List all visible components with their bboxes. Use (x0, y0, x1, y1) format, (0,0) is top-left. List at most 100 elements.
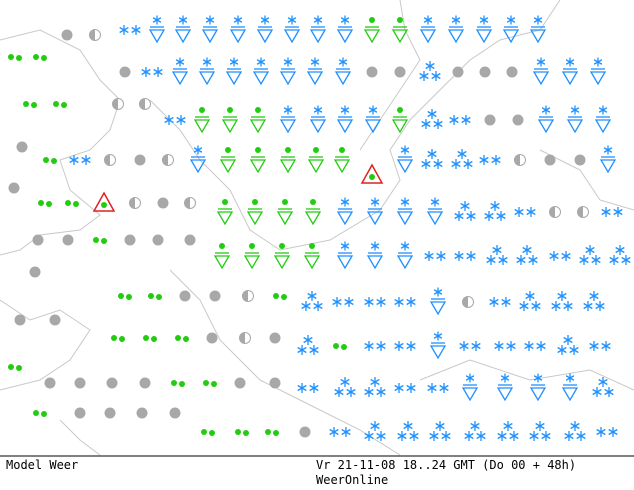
flake-arm (152, 17, 162, 23)
flake-arm (370, 422, 380, 430)
weather-symbol (179, 290, 191, 302)
weather-symbol (394, 341, 416, 351)
flake-arm (229, 59, 239, 65)
flake-arm (175, 59, 185, 65)
shower-triangle (283, 29, 301, 44)
flake-arm (466, 252, 476, 260)
weather-symbol (279, 147, 297, 174)
flake-arm (460, 202, 470, 210)
shower-triangle (279, 119, 297, 134)
flake-arm (297, 384, 307, 392)
flake-arm (561, 252, 571, 260)
weather-symbol (62, 234, 74, 246)
rain-drop (211, 381, 217, 387)
weather-symbol (256, 15, 274, 44)
coastlines (0, 0, 634, 456)
shower-triangle (201, 29, 219, 44)
weather-symbol (148, 293, 162, 300)
flake-arm (489, 298, 499, 306)
flake-arm (563, 336, 573, 344)
weather-symbol (174, 15, 192, 44)
cloud (544, 154, 556, 166)
cloud (61, 29, 73, 41)
flake-arm (524, 342, 534, 350)
shower-triangle (594, 119, 612, 134)
weather-symbol (213, 243, 231, 270)
weather-symbol (106, 377, 118, 389)
flake-arm (457, 150, 467, 158)
weather-symbol (297, 335, 319, 355)
flake-arm (557, 292, 567, 300)
flake-arm (364, 298, 374, 306)
weather-symbol (16, 141, 28, 153)
shower-triangle (174, 29, 192, 44)
partly-cloudy-half (112, 98, 118, 110)
weather-symbol (225, 57, 243, 86)
flake-arm (533, 375, 543, 381)
weather-symbol (175, 335, 189, 342)
shower-triangle (219, 159, 237, 174)
flake-arm (283, 59, 293, 65)
cloud (106, 377, 118, 389)
flake-arm (536, 342, 546, 350)
partly-cloudy-half (242, 290, 248, 302)
weather-symbol (583, 291, 605, 311)
weather-symbol (33, 410, 47, 417)
weather-symbol (529, 373, 547, 402)
weather-symbol (279, 105, 297, 134)
flake-arm (394, 298, 404, 306)
shower-triangle (252, 71, 270, 86)
shower-drop (313, 147, 319, 153)
weather-symbol (366, 66, 378, 78)
flake-arm (592, 388, 602, 396)
shower-drop (249, 243, 255, 249)
shower-drop (397, 107, 403, 113)
rain-drop (38, 200, 44, 206)
rain-drop (151, 336, 157, 342)
shower-triangle (213, 255, 231, 270)
weather-symbol (475, 15, 493, 44)
weather-symbol (111, 335, 125, 342)
weather-symbol (524, 341, 546, 351)
flake-arm (551, 302, 561, 310)
flake-arm (433, 160, 443, 168)
cloud (234, 377, 246, 389)
partly-cloudy-half (514, 154, 520, 166)
shower-triangle (396, 159, 414, 174)
flake-arm (427, 110, 437, 118)
flake-arm (429, 432, 439, 440)
cloud (512, 114, 524, 126)
weather-symbol (14, 314, 26, 326)
weather-symbol (143, 335, 157, 342)
weather-symbol (484, 201, 506, 221)
weather-symbol (139, 377, 151, 389)
weather-symbol (23, 101, 37, 108)
shower-triangle (189, 159, 207, 174)
shower-triangle (273, 255, 291, 270)
rain-drop (171, 380, 177, 386)
flake-arm (202, 59, 212, 65)
weather-symbol (366, 197, 384, 226)
flake-arm (423, 17, 433, 23)
weather-symbol (364, 421, 386, 441)
rain-drop (341, 344, 347, 350)
weather-symbol (594, 105, 612, 134)
rain-drop (53, 101, 59, 107)
flake-arm (397, 432, 407, 440)
flake-arm (338, 59, 348, 65)
weather-symbol (119, 66, 131, 78)
shower-triangle (529, 29, 547, 44)
rain-drop (119, 336, 125, 342)
weather-symbol (139, 98, 151, 110)
flake-arm (533, 17, 543, 23)
weather-symbol (461, 373, 479, 402)
cloud (14, 314, 26, 326)
rain-drop (41, 411, 47, 417)
partly-cloudy-half (239, 332, 245, 344)
rain-drop (33, 54, 39, 60)
shower-triangle (426, 211, 444, 226)
flake-arm (479, 156, 489, 164)
weather-symbol (299, 426, 311, 438)
flake-arm (409, 432, 419, 440)
partly-cloudy-half (129, 197, 135, 209)
